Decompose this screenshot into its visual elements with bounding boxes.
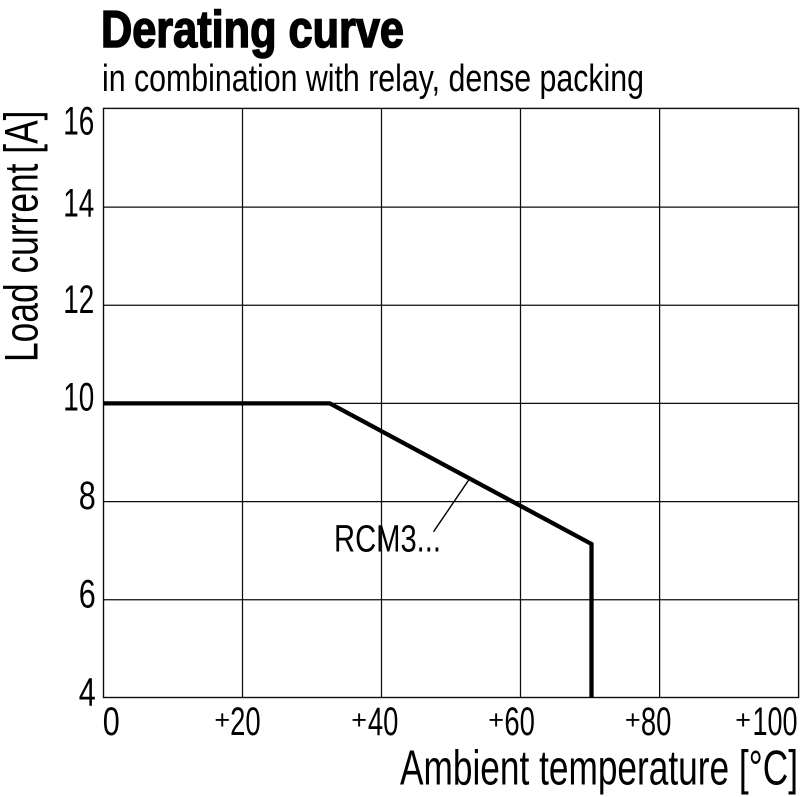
svg-text:10: 10 — [63, 376, 94, 420]
svg-text:RCM3...: RCM3... — [334, 519, 441, 561]
svg-text:100: 100 — [753, 700, 798, 744]
svg-text:+: + — [351, 705, 367, 735]
svg-text:0: 0 — [103, 700, 120, 744]
svg-text:+: + — [625, 705, 641, 735]
svg-text:8: 8 — [79, 474, 96, 518]
svg-text:in combination with relay, den: in combination with relay, dense packing — [102, 58, 644, 100]
svg-text:+: + — [488, 705, 504, 735]
svg-text:40: 40 — [368, 700, 399, 744]
svg-text:80: 80 — [641, 700, 672, 744]
svg-text:60: 60 — [504, 700, 535, 744]
svg-text:+: + — [214, 705, 230, 735]
svg-text:12: 12 — [63, 278, 94, 322]
svg-text:20: 20 — [230, 700, 261, 744]
svg-text:Load current [A]: Load current [A] — [0, 111, 48, 363]
svg-text:16: 16 — [63, 100, 94, 144]
svg-text:Derating curve: Derating curve — [101, 1, 404, 59]
svg-text:Ambient temperature [°C]: Ambient temperature [°C] — [400, 742, 798, 796]
svg-text:4: 4 — [79, 671, 96, 715]
svg-text:6: 6 — [79, 572, 96, 616]
svg-text:+: + — [735, 705, 751, 735]
svg-text:14: 14 — [63, 181, 94, 225]
